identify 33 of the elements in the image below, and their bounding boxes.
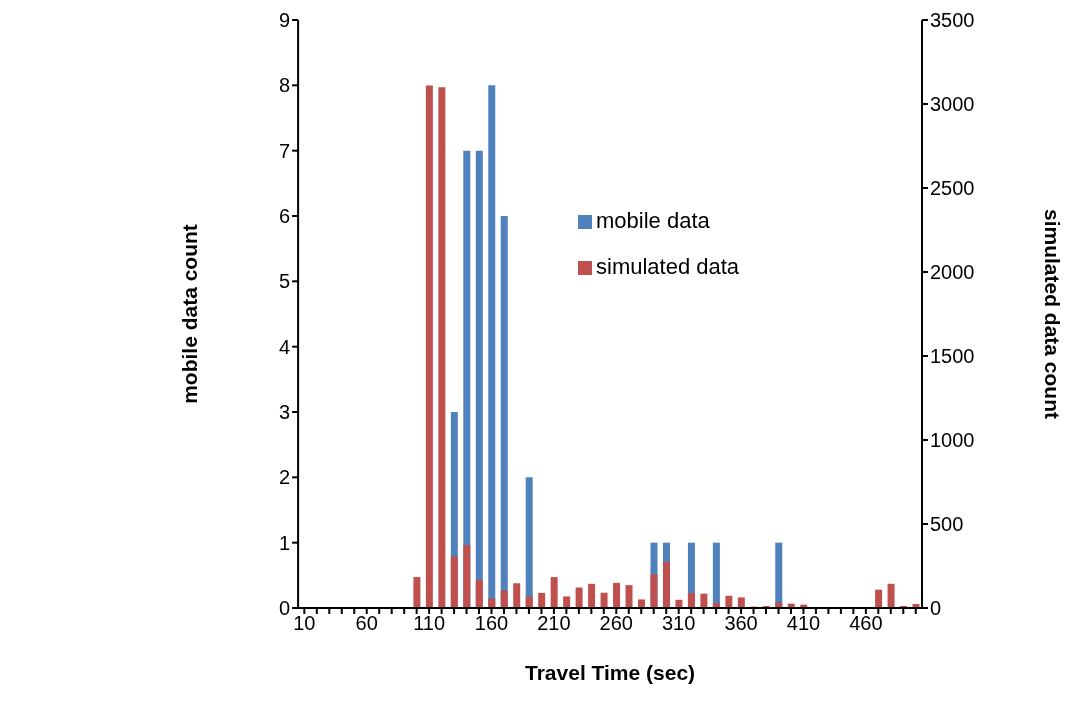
- y-tick-label: 5: [278, 270, 291, 293]
- y2-tick-label: 2500: [930, 177, 975, 200]
- x-tick-label: 310: [661, 612, 696, 635]
- x-tick-label: 210: [537, 612, 571, 635]
- legend-label: simulated data: [596, 254, 740, 279]
- y-tick-label: 2: [278, 466, 291, 489]
- legend-label: mobile data: [596, 208, 710, 233]
- y-tick-label: 1: [278, 531, 291, 554]
- x-tick-label: 160: [474, 612, 509, 635]
- x-tick-label: 460: [849, 612, 883, 635]
- y-axis-title: mobile data count: [177, 224, 201, 404]
- x-tick-label: 410: [786, 612, 821, 635]
- y2-tick-label: 2000: [930, 261, 975, 284]
- y2-axis-title: simulated data count: [1040, 208, 1064, 420]
- x-tick-label: 110: [413, 612, 446, 635]
- y2-tick-label: 1000: [930, 429, 975, 452]
- x-tick-label: 60: [355, 612, 378, 635]
- x-tick-label: 360: [724, 612, 758, 635]
- y-tick-label: 9: [278, 9, 291, 32]
- y-tick-label: 4: [278, 335, 291, 358]
- y2-tick-label: 3500: [930, 9, 975, 32]
- y2-tick-label: 500: [930, 513, 964, 536]
- y2-tick-label: 1500: [930, 345, 975, 368]
- y-tick-label: 0: [278, 597, 291, 620]
- y-tick-label: 3: [278, 401, 291, 424]
- y2-tick-label: 0: [930, 597, 942, 620]
- y-tick-label: 7: [278, 139, 291, 162]
- x-axis-title: Travel Time (sec): [525, 661, 696, 684]
- y2-tick-label: 3000: [930, 93, 975, 116]
- y-tick-label: 8: [278, 74, 291, 97]
- y-tick-label: 6: [278, 205, 291, 228]
- x-tick-label: 260: [599, 612, 633, 635]
- x-tick-label: 10: [293, 612, 316, 635]
